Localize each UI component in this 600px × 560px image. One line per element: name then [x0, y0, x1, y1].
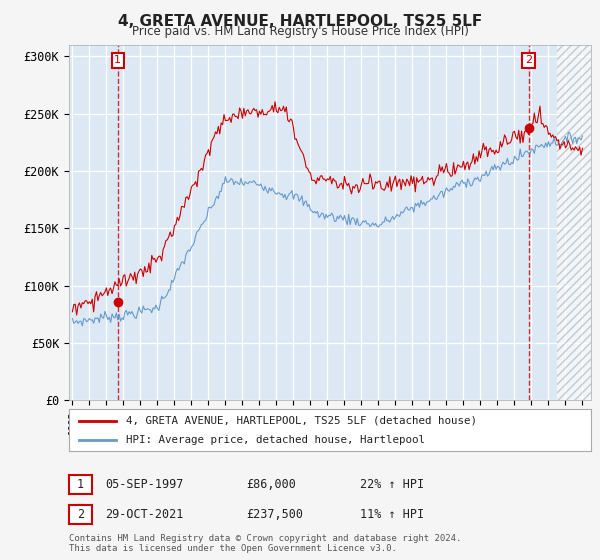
Text: Contains HM Land Registry data © Crown copyright and database right 2024.
This d: Contains HM Land Registry data © Crown c…	[69, 534, 461, 553]
Text: Price paid vs. HM Land Registry's House Price Index (HPI): Price paid vs. HM Land Registry's House …	[131, 25, 469, 38]
Text: 2: 2	[525, 55, 532, 66]
Bar	[557, 45, 591, 400]
Text: HPI: Average price, detached house, Hartlepool: HPI: Average price, detached house, Hart…	[127, 435, 425, 445]
Text: 2: 2	[77, 507, 84, 521]
Text: 1: 1	[114, 55, 121, 66]
Text: 11% ↑ HPI: 11% ↑ HPI	[360, 507, 424, 521]
Text: 05-SEP-1997: 05-SEP-1997	[105, 478, 184, 491]
Text: 1: 1	[77, 478, 84, 491]
Text: £237,500: £237,500	[246, 507, 303, 521]
Text: 4, GRETA AVENUE, HARTLEPOOL, TS25 5LF: 4, GRETA AVENUE, HARTLEPOOL, TS25 5LF	[118, 14, 482, 29]
Text: 29-OCT-2021: 29-OCT-2021	[105, 507, 184, 521]
Text: 22% ↑ HPI: 22% ↑ HPI	[360, 478, 424, 491]
Text: 4, GRETA AVENUE, HARTLEPOOL, TS25 5LF (detached house): 4, GRETA AVENUE, HARTLEPOOL, TS25 5LF (d…	[127, 416, 478, 426]
Text: £86,000: £86,000	[246, 478, 296, 491]
